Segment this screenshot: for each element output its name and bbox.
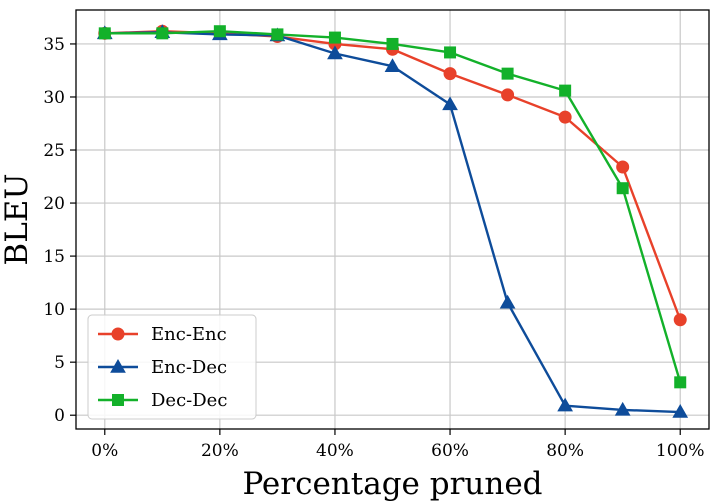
data-point-dec-dec	[156, 27, 169, 40]
data-point-enc-dec	[557, 397, 573, 412]
data-point-dec-dec	[674, 376, 687, 389]
legend-item-dec-dec: Dec-Dec	[98, 390, 227, 411]
data-point-enc-dec	[614, 401, 631, 416]
data-point-enc-enc	[673, 313, 687, 327]
legend-box	[87, 314, 257, 420]
x-tick-label: 80%	[546, 441, 584, 461]
data-point-dec-dec	[328, 31, 341, 44]
x-tick-label: 40%	[316, 441, 354, 461]
data-point-dec-dec	[213, 25, 226, 38]
legend-label: Enc-Enc	[151, 324, 227, 345]
x-tick-label: 20%	[201, 441, 239, 461]
data-point-enc-enc	[616, 160, 630, 174]
y-axis-ticks: 0 5 10 15 20 25 30 35	[43, 35, 76, 426]
data-point-enc-enc	[443, 67, 457, 81]
data-point-dec-dec	[98, 27, 111, 40]
y-tick-label: 25	[43, 141, 65, 161]
series-line-enc-enc	[104, 30, 682, 321]
data-point-enc-dec	[499, 294, 516, 309]
legend: Enc-Enc Enc-Dec Dec-Dec	[87, 314, 257, 420]
y-tick-label: 0	[54, 406, 65, 426]
legend-item-enc-dec: Enc-Dec	[98, 357, 227, 378]
y-tick-label: 35	[43, 35, 65, 55]
plot-frame	[75, 9, 710, 430]
x-tick-label: 100%	[656, 441, 705, 461]
data-point-dec-dec	[444, 46, 457, 59]
x-tick-label: 60%	[431, 441, 469, 461]
y-tick-label: 30	[43, 88, 65, 108]
x-tick-label: 0%	[91, 441, 118, 461]
legend-marker	[112, 394, 124, 406]
data-point-enc-enc	[558, 110, 572, 124]
series-dec-dec	[98, 25, 687, 389]
data-point-enc-dec	[672, 404, 689, 418]
legend-label: Enc-Dec	[151, 357, 227, 378]
x-axis-title: Percentage pruned	[242, 466, 542, 502]
data-point-dec-dec	[271, 28, 284, 41]
y-axis-title: BLEU	[0, 173, 35, 265]
legend-marker	[111, 327, 125, 341]
legend-label: Dec-Dec	[151, 390, 227, 411]
data-point-dec-dec	[386, 37, 399, 50]
y-tick-label: 15	[43, 247, 65, 267]
data-point-dec-dec	[559, 84, 572, 97]
y-tick-label: 5	[54, 353, 65, 373]
y-tick-label: 10	[43, 300, 65, 320]
data-point-enc-enc	[501, 88, 515, 102]
data-point-dec-dec	[501, 67, 514, 80]
legend-marker	[110, 358, 126, 373]
legend-item-enc-enc: Enc-Enc	[98, 324, 227, 345]
series-layer	[96, 24, 689, 418]
data-point-dec-dec	[616, 182, 629, 195]
y-tick-label: 20	[43, 194, 65, 214]
data-point-enc-dec	[327, 45, 343, 60]
data-point-enc-dec	[384, 58, 401, 72]
data-point-enc-dec	[442, 96, 458, 111]
x-axis-ticks: 0% 20% 40% 60% 80% 100%	[91, 429, 705, 461]
